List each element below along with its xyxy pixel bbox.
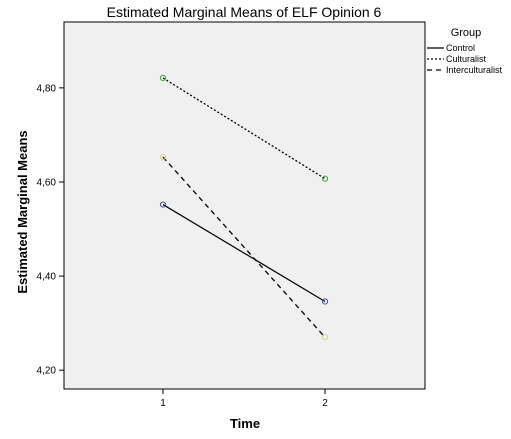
series-markers (159, 74, 329, 341)
series-line-control (162, 204, 326, 302)
data-point-interculturalist (321, 334, 329, 341)
y-axis-title: Estimated Marginal Means (15, 130, 30, 293)
x-tick-label: 1 (160, 398, 166, 409)
x-tick-label: 2 (322, 398, 328, 409)
legend-label-culturalist: Culturalist (446, 54, 487, 64)
legend-label-interculturalist: Interculturalist (446, 65, 503, 75)
series-lines (162, 77, 326, 338)
series-line-interculturalist (162, 156, 326, 338)
y-tick-label: 4,40 (37, 272, 57, 283)
data-point-interculturalist (159, 153, 167, 161)
y-tick-label: 4,60 (37, 177, 57, 188)
y-axis-ticks: 4,20 4,40 4,60 4,80 (37, 83, 64, 377)
data-point-culturalist (159, 74, 167, 82)
y-tick-label: 4,80 (37, 83, 57, 94)
data-point-culturalist (321, 175, 329, 182)
data-point-control (321, 298, 329, 305)
plot-area (63, 21, 426, 390)
legend-label-control: Control (446, 43, 475, 53)
chart-title: Estimated Marginal Means of ELF Opinion … (107, 4, 382, 20)
data-point-control (159, 201, 167, 208)
x-axis-title: Time (230, 416, 260, 431)
legend-title: Group (451, 27, 482, 39)
y-tick-label: 4,20 (37, 366, 57, 377)
